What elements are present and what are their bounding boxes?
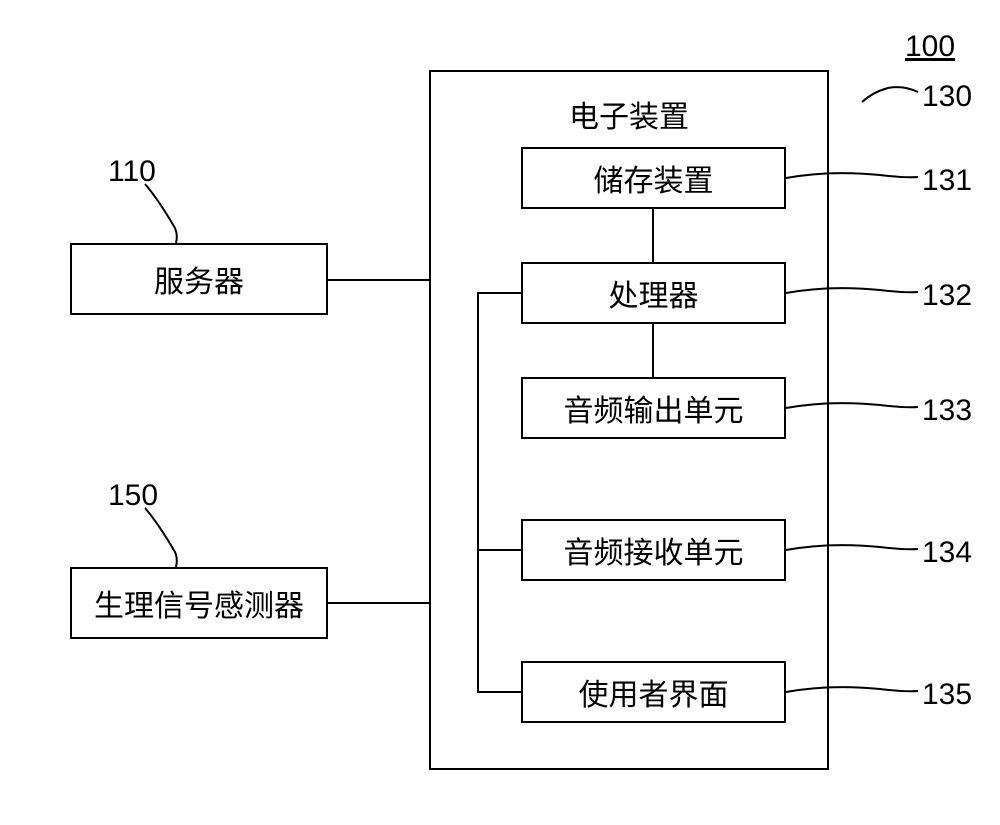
storage-label: 储存装置: [590, 152, 718, 204]
audio-in-label: 音频接收单元: [560, 524, 748, 576]
ui-label: 使用者界面: [575, 666, 733, 718]
id-label-133: 133: [922, 394, 972, 428]
id-label-110: 110: [108, 155, 156, 189]
audio-out-label: 音频输出单元: [560, 382, 748, 434]
id-label-130: 130: [922, 80, 972, 114]
device-title: 电子装置: [565, 88, 693, 140]
processor-box: 处理器: [521, 262, 786, 324]
processor-label: 处理器: [605, 267, 703, 319]
id-label-135: 135: [922, 678, 972, 712]
id-label-131: 131: [922, 164, 972, 198]
ui-box: 使用者界面: [521, 661, 786, 723]
id-label-134: 134: [922, 536, 972, 570]
server-label: 服务器: [150, 253, 248, 305]
sensor-label: 生理信号感测器: [90, 577, 308, 629]
id-label-132: 132: [922, 279, 972, 313]
master-label: 100: [905, 30, 955, 64]
audio-out-box: 音频输出单元: [521, 377, 786, 439]
id-label-150: 150: [108, 479, 158, 513]
audio-in-box: 音频接收单元: [521, 519, 786, 581]
storage-box: 储存装置: [521, 147, 786, 209]
sensor-box: 生理信号感测器: [70, 567, 328, 639]
server-box: 服务器: [70, 243, 328, 315]
